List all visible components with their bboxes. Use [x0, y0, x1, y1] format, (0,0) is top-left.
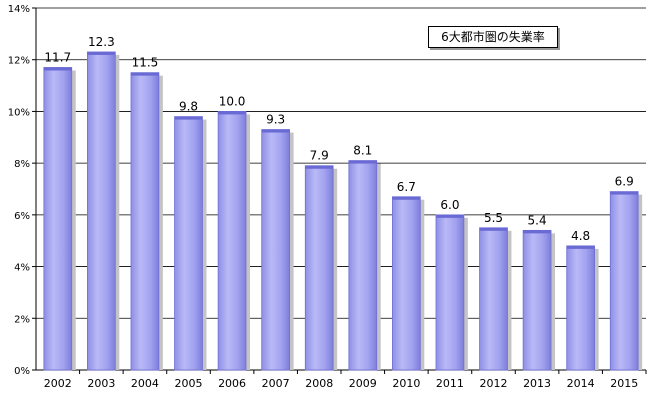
bar-top-edge — [479, 227, 508, 231]
bar-top-edge — [43, 67, 72, 71]
x-tick-label-2004: 2004 — [131, 377, 159, 390]
x-tick-label-2002: 2002 — [44, 377, 72, 390]
data-label-2003: 12.3 — [88, 35, 115, 49]
data-label-2010: 6.7 — [397, 180, 416, 194]
bar-top-edge — [174, 116, 203, 120]
x-tick-label-2010: 2010 — [392, 377, 420, 390]
data-label-2014: 4.8 — [571, 229, 590, 243]
x-tick-label-2007: 2007 — [262, 377, 290, 390]
bar-2015 — [609, 191, 639, 371]
y-tick-label: 8% — [14, 159, 30, 170]
data-label-2006: 10.0 — [219, 94, 246, 108]
bar-top-edge — [392, 196, 421, 200]
bar-2008 — [304, 165, 334, 371]
bar-2007 — [261, 129, 290, 371]
x-tick-label-2006: 2006 — [218, 377, 246, 390]
data-label-2008: 7.9 — [310, 149, 329, 163]
x-tick-label-2011: 2011 — [436, 377, 464, 390]
bar-top-edge — [610, 191, 639, 195]
data-label-2009: 8.1 — [353, 144, 372, 158]
x-tick-label-2012: 2012 — [480, 377, 508, 390]
bar-top-edge — [566, 245, 595, 249]
y-tick-label: 12% — [8, 56, 30, 67]
data-label-2012: 5.5 — [484, 211, 503, 225]
bar-2004 — [130, 72, 160, 371]
y-axis-ticks: 0% 2% 4% 6% 8% 10% 12% 14% — [8, 4, 30, 377]
bar-top-edge — [348, 160, 377, 164]
y-tick-label: 6% — [14, 211, 30, 222]
data-label-2005: 9.8 — [179, 100, 198, 114]
x-tick-label-2008: 2008 — [305, 377, 333, 390]
bar-2002 — [43, 67, 73, 371]
bar-2005 — [174, 116, 203, 371]
y-tick-label: 4% — [14, 263, 30, 274]
bar-2011 — [435, 214, 465, 371]
x-tick-label-2015: 2015 — [610, 377, 638, 390]
x-tick-label-2014: 2014 — [567, 377, 595, 390]
x-tick-label-2005: 2005 — [175, 377, 203, 390]
y-tick-label: 2% — [14, 314, 30, 325]
data-label-2002: 11.7 — [44, 50, 71, 64]
x-axis-ticks: 2002 2003 2004 2005 2006 2007 2008 2009 2010 2011… — [44, 377, 638, 390]
bar-2006 — [217, 111, 247, 371]
bar-top-edge — [130, 72, 159, 76]
bar-top-edge — [87, 51, 116, 55]
bar-2013 — [522, 229, 552, 371]
x-tick-label-2013: 2013 — [523, 377, 551, 390]
y-tick-label: 14% — [8, 4, 30, 15]
data-label-2015: 6.9 — [615, 175, 634, 189]
data-label-2013: 5.4 — [528, 213, 547, 227]
data-label-2004: 11.5 — [132, 56, 159, 70]
bar-top-edge — [305, 165, 334, 169]
bar-top-edge — [435, 214, 464, 218]
bars — [43, 51, 643, 371]
bar-2003 — [87, 51, 116, 371]
bar-top-edge — [218, 111, 247, 115]
bar-top-edge — [261, 129, 290, 133]
x-tick-label-2003: 2003 — [87, 377, 115, 390]
data-labels: 11.7 12.3 11.5 9.8 10.0 9.3 7.9 8.1 6.7 6.0 5.5 5.4… — [44, 35, 633, 243]
data-label-2011: 6.0 — [440, 198, 459, 212]
bar-2010 — [392, 196, 421, 371]
data-label-2007: 9.3 — [266, 113, 285, 127]
x-tick-label-2009: 2009 — [349, 377, 377, 390]
bar-top-edge — [523, 230, 552, 234]
chart-title: 6大都市圏の失業率 — [428, 26, 558, 48]
bar-2012 — [479, 227, 508, 371]
bar-2014 — [566, 245, 595, 371]
y-tick-label: 10% — [8, 107, 30, 118]
bar-2009 — [348, 160, 378, 371]
y-tick-label: 0% — [14, 366, 30, 377]
